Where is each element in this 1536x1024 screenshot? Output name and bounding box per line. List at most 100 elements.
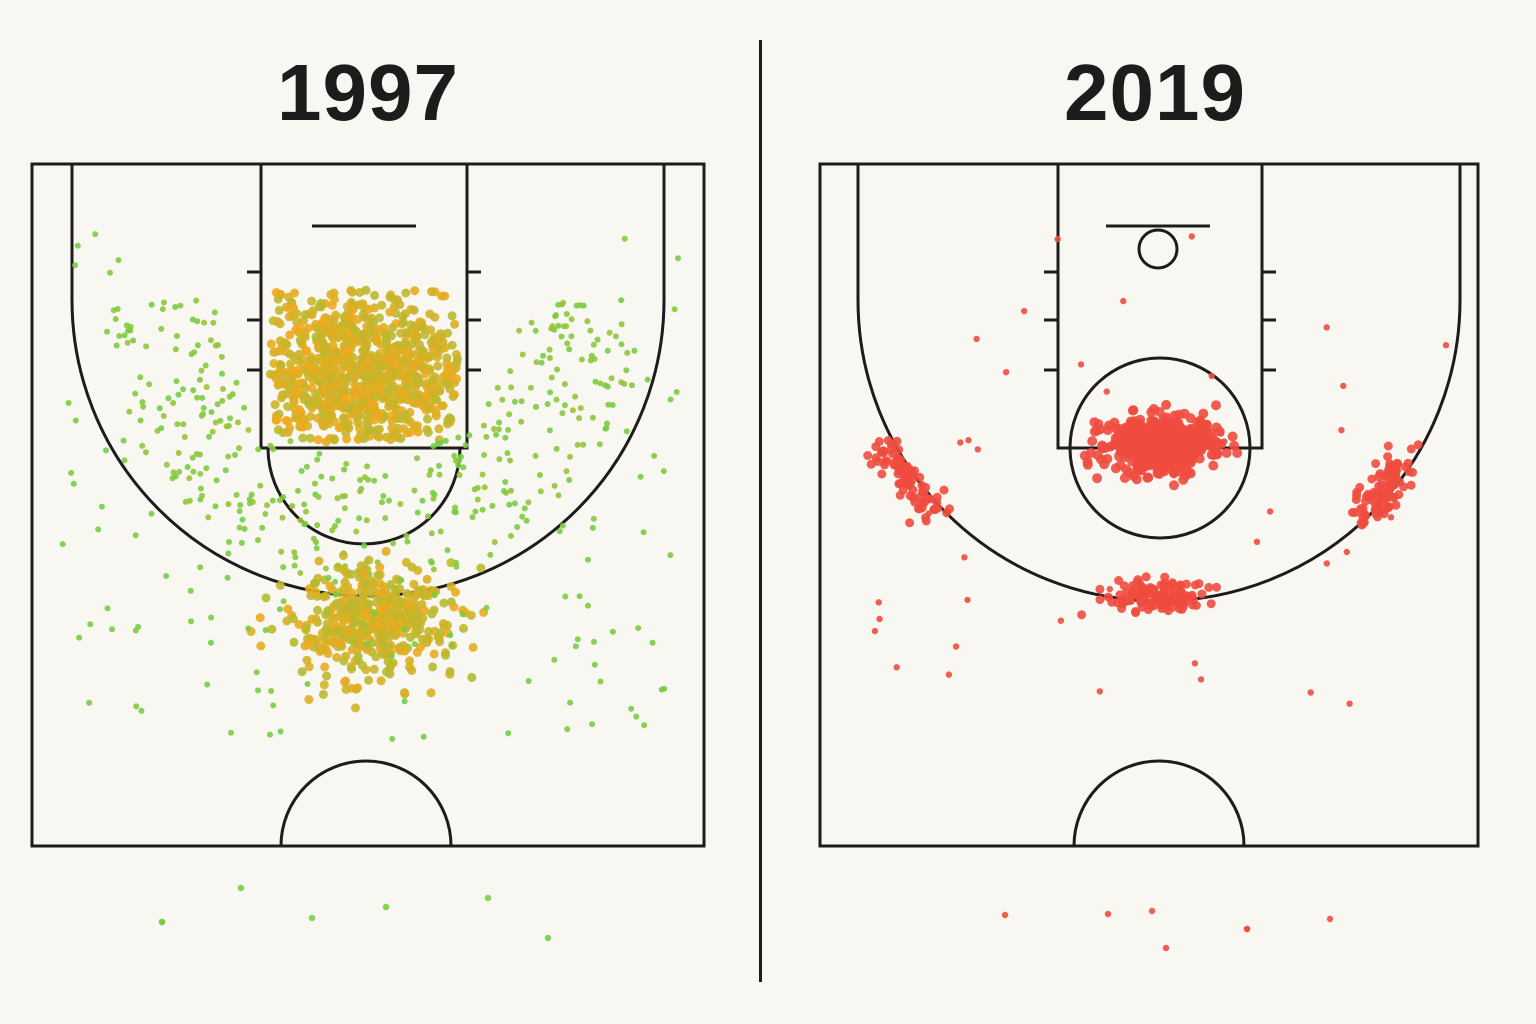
shot-point	[374, 432, 384, 442]
shot-point	[341, 685, 351, 694]
shot-point	[369, 363, 379, 373]
shot-point	[324, 314, 334, 324]
shot-point	[371, 389, 380, 399]
shot-point	[584, 318, 591, 325]
shot-point	[259, 524, 266, 531]
shot-point	[1120, 424, 1131, 435]
shot-point	[208, 409, 215, 416]
shot-point	[548, 374, 555, 381]
shot-point	[121, 332, 128, 339]
shot-point	[1103, 388, 1110, 395]
shot-point	[895, 479, 905, 489]
shot-point	[315, 494, 322, 500]
shot-point	[1379, 509, 1389, 519]
shot-point	[667, 396, 674, 403]
shot-point	[281, 416, 291, 425]
shot-point	[237, 502, 244, 508]
shot-point	[411, 641, 418, 648]
shot-point	[957, 439, 964, 446]
shot-point	[256, 641, 266, 651]
shot-point	[275, 319, 285, 329]
shot-point	[385, 401, 395, 411]
shot-point	[358, 299, 368, 309]
shot-point	[453, 354, 462, 364]
shot-point	[1343, 548, 1351, 556]
shot-point	[1087, 436, 1098, 447]
shot-point	[640, 529, 647, 536]
shot-point	[199, 492, 206, 499]
shot-point	[330, 613, 340, 623]
shot-point	[553, 445, 560, 452]
shot-point	[641, 722, 648, 729]
shot-point	[318, 400, 328, 410]
shot-point	[417, 600, 427, 609]
shot-point	[532, 452, 539, 459]
shot-point	[371, 652, 381, 662]
shot-point	[447, 340, 457, 350]
shot-point	[434, 633, 444, 643]
shot-point	[1128, 581, 1137, 591]
shot-point	[104, 605, 111, 612]
shot-point	[874, 437, 884, 446]
shot-point	[189, 454, 196, 461]
shot-point	[364, 675, 374, 685]
shot-point	[103, 447, 109, 454]
shot-point	[163, 461, 170, 468]
shot-point	[316, 450, 323, 457]
shot-point	[618, 297, 625, 304]
shot-point	[225, 422, 232, 429]
shot-point	[1137, 602, 1147, 612]
shot-point	[415, 625, 425, 635]
shot-point	[300, 310, 310, 320]
shot-point	[1346, 700, 1353, 707]
shot-point	[160, 413, 167, 419]
shot-point	[401, 288, 411, 298]
shot-point	[1161, 399, 1172, 410]
shot-point	[180, 421, 187, 428]
shot-point	[280, 598, 287, 605]
shot-point	[341, 505, 348, 512]
shot-point	[280, 338, 290, 348]
shot-point	[518, 418, 525, 425]
shot-point	[427, 609, 437, 619]
shot-point	[1326, 915, 1334, 923]
shot-point	[568, 333, 575, 340]
shot-point	[487, 551, 494, 558]
shot-point	[1371, 459, 1381, 469]
shot-point	[401, 328, 411, 337]
shot-point	[289, 503, 296, 509]
shot-point	[370, 382, 380, 392]
shot-point	[317, 318, 327, 328]
shot-point	[348, 304, 358, 314]
shot-point	[245, 427, 252, 433]
shot-point	[382, 903, 390, 911]
shot-point	[342, 434, 352, 444]
shot-point	[1103, 592, 1113, 602]
shot-point	[608, 375, 615, 382]
chart-title-2019: 2019	[1064, 48, 1246, 137]
shot-point	[1057, 617, 1065, 624]
shot-point	[452, 374, 462, 384]
shot-point	[915, 472, 925, 482]
shot-point	[1100, 442, 1111, 453]
shot-point	[169, 475, 176, 482]
shot-point	[273, 294, 283, 304]
shot-point	[400, 689, 410, 699]
shot-point	[202, 362, 209, 369]
shot-point	[424, 403, 434, 413]
shot-point	[637, 473, 644, 480]
shot-point	[942, 508, 952, 518]
shot-point	[525, 678, 532, 684]
shot-point	[1243, 925, 1251, 933]
shot-point	[262, 627, 269, 634]
shot-point	[1442, 342, 1450, 349]
shot-point	[563, 468, 570, 475]
shot-point	[279, 514, 286, 521]
shots-2019	[863, 233, 1450, 952]
shot-point	[272, 414, 282, 424]
shot-point	[298, 468, 305, 474]
shot-point	[671, 306, 678, 313]
shot-point	[576, 415, 583, 422]
shot-point	[301, 501, 308, 508]
